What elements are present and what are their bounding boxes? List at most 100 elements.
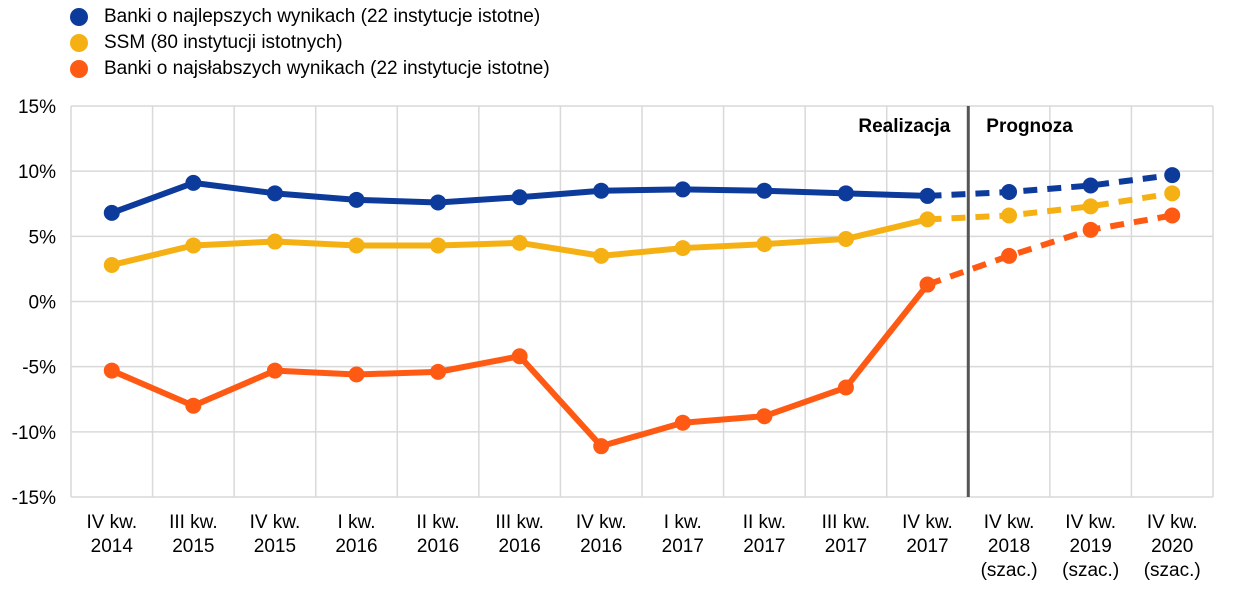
legend-label-best: Banki o najlepszych wynikach (22 instytu… [104, 6, 541, 27]
data-point [837, 185, 854, 202]
x-tick-line: (szac.) [981, 560, 1038, 581]
data-point [674, 240, 691, 257]
data-point [511, 234, 528, 251]
x-tick-line: IV kw. [1065, 512, 1116, 533]
legend-item-best: Banki o najlepszych wynikach (22 instytu… [70, 4, 550, 30]
data-point [919, 187, 936, 204]
series-layer [103, 167, 1181, 455]
data-point [674, 181, 691, 198]
data-point [348, 237, 365, 254]
data-point [430, 194, 447, 211]
data-point [756, 236, 773, 253]
data-point [511, 189, 528, 206]
data-point [1001, 207, 1018, 224]
x-tick-label: II kw. 2016 [416, 512, 459, 557]
legend-marker-ssm [70, 34, 88, 52]
x-tick-line: III kw. [822, 512, 871, 533]
series-0 [103, 167, 1181, 221]
data-point [511, 348, 528, 365]
data-point [266, 362, 283, 379]
x-tick-line: 2017 [743, 536, 785, 557]
x-tick-label: IV kw. 2018 (szac.) [981, 512, 1038, 581]
series-1 [103, 185, 1181, 274]
x-tick-line: 2016 [580, 536, 622, 557]
x-tick-line: 2020 [1151, 536, 1193, 557]
series-2 [103, 207, 1181, 455]
x-tick-line: (szac.) [1144, 560, 1201, 581]
data-point [348, 366, 365, 383]
x-tick-line: IV kw. [250, 512, 301, 533]
x-tick-label: III kw. 2015 [169, 512, 218, 557]
x-tick-label: IV kw. 2019 (szac.) [1062, 512, 1119, 581]
x-tick-label: IV kw. 2017 [902, 512, 953, 557]
data-point [1164, 207, 1181, 224]
data-point [1082, 221, 1099, 238]
data-point [185, 174, 202, 191]
y-tick-label: 5% [29, 227, 57, 248]
legend-label-ssm: SSM (80 instytucji istotnych) [104, 32, 343, 53]
legend-marker-best [70, 8, 88, 26]
x-tick-line: IV kw. [984, 512, 1035, 533]
x-tick-label: I kw. 2016 [335, 512, 377, 557]
data-point [593, 182, 610, 199]
data-point [1082, 177, 1099, 194]
data-point [837, 379, 854, 396]
x-tick-line: I kw. [664, 512, 702, 533]
data-point [1001, 184, 1018, 201]
x-tick-line: IV kw. [902, 512, 953, 533]
data-point [919, 211, 936, 228]
data-point [266, 185, 283, 202]
data-point [103, 204, 120, 221]
data-point [756, 182, 773, 199]
data-point [103, 362, 120, 379]
data-point [1082, 198, 1099, 215]
legend-marker-worst [70, 60, 88, 78]
series-line-forecast [927, 190, 1173, 223]
data-point [837, 230, 854, 247]
data-point [756, 408, 773, 425]
x-tick-label: III kw. 2016 [495, 512, 544, 557]
x-tick-label: II kw. 2017 [743, 512, 786, 557]
data-point [430, 237, 447, 254]
x-tick-line: (szac.) [1062, 560, 1119, 581]
x-tick-label: I kw. 2017 [662, 512, 704, 557]
legend-item-worst: Banki o najsłabszych wynikach (22 instyt… [70, 56, 550, 82]
x-tick-label: IV kw. 2014 [86, 512, 137, 557]
x-tick-line: III kw. [169, 512, 218, 533]
x-tick-line: II kw. [416, 512, 459, 533]
y-tick-label: 10% [18, 162, 56, 183]
y-tick-label: 15% [18, 97, 56, 118]
data-point [593, 247, 610, 264]
x-tick-line: I kw. [337, 512, 375, 533]
x-tick-line: 2017 [906, 536, 948, 557]
x-tick-line: 2018 [988, 536, 1030, 557]
data-point [185, 237, 202, 254]
data-point [1164, 185, 1181, 202]
data-point [674, 414, 691, 431]
x-tick-line: 2016 [499, 536, 541, 557]
x-tick-line: 2019 [1070, 536, 1112, 557]
data-point [1164, 167, 1181, 184]
x-tick-label: IV kw. 2020 (szac.) [1144, 512, 1201, 581]
x-tick-line: II kw. [743, 512, 786, 533]
data-point [430, 363, 447, 380]
x-tick-line: 2016 [417, 536, 459, 557]
x-tick-label: IV kw. 2016 [576, 512, 627, 557]
x-tick-line: 2017 [662, 536, 704, 557]
x-tick-line: 2016 [335, 536, 377, 557]
x-tick-label: III kw. 2017 [822, 512, 871, 557]
x-tick-line: 2015 [254, 536, 296, 557]
chart-legend: Banki o najlepszych wynikach (22 instytu… [70, 4, 550, 82]
x-tick-label: IV kw. 2015 [250, 512, 301, 557]
actual-period-label: Realizacja [858, 116, 950, 137]
y-tick-label: -5% [22, 358, 56, 379]
series-line-forecast [927, 172, 1173, 199]
x-tick-line: IV kw. [1147, 512, 1198, 533]
x-tick-line: 2017 [825, 536, 867, 557]
x-tick-line: 2014 [91, 536, 134, 557]
forecast-period-label: Prognoza [986, 116, 1073, 137]
y-tick-label: -10% [12, 423, 56, 444]
data-point [1001, 247, 1018, 264]
x-tick-line: IV kw. [576, 512, 627, 533]
